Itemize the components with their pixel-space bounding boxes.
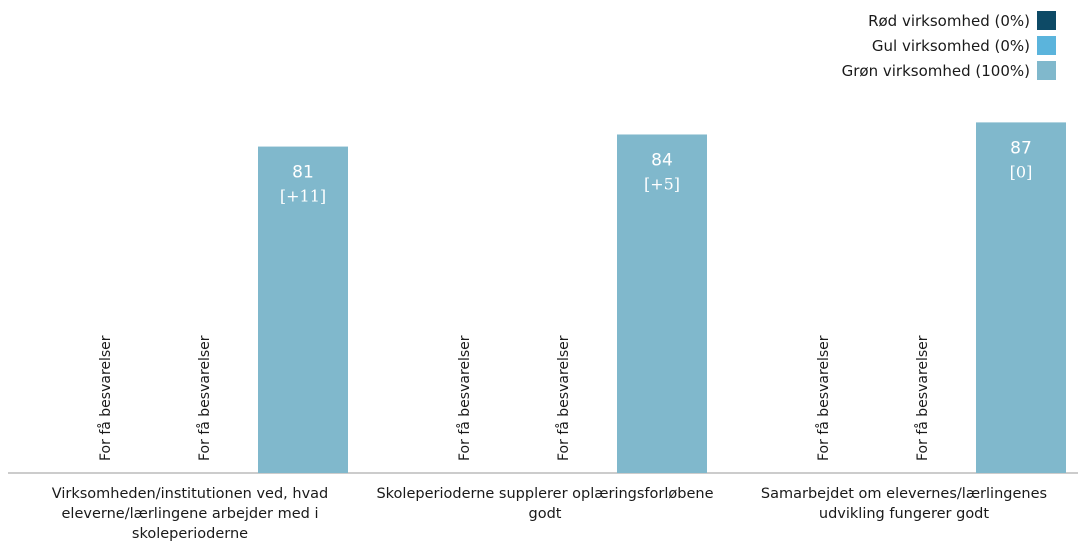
bar	[258, 146, 348, 473]
bar-change-label: [+11]	[280, 187, 326, 206]
bar	[617, 134, 707, 474]
bar	[976, 122, 1066, 473]
no-data-label: For få besvarelser	[914, 335, 931, 461]
no-data-label: For få besvarelser	[815, 335, 832, 461]
category-label: Virksomheden/institutionen ved, hvad ele…	[51, 486, 329, 542]
legend-item: Gul virksomhed (0%)	[842, 33, 1056, 58]
legend-swatch	[1037, 61, 1056, 80]
no-data-label: For få besvarelser	[196, 335, 213, 461]
bar-value-label: 84	[651, 150, 673, 170]
legend-label: Grøn virksomhed (100%)	[841, 61, 1030, 80]
category-label: Samarbejdet om elevernes/lærlingenes udv…	[760, 486, 1048, 522]
legend-swatch	[1037, 36, 1056, 55]
legend: Rød virksomhed (0%) Gul virksomhed (0%) Gr…	[842, 8, 1056, 83]
legend-item: Grøn virksomhed (100%)	[842, 58, 1056, 83]
bar-value-label: 81	[292, 163, 314, 183]
legend-label: Rød virksomhed (0%)	[868, 11, 1030, 30]
category-label: Skoleperioderne supplerer oplæringsforlø…	[376, 486, 714, 522]
no-data-label: For få besvarelser	[97, 335, 114, 461]
bar-value-label: 87	[1010, 138, 1032, 158]
legend-swatch	[1037, 11, 1056, 30]
legend-label: Gul virksomhed (0%)	[871, 36, 1030, 55]
no-data-label: For få besvarelser	[555, 335, 572, 461]
bar-change-label: [0]	[1010, 162, 1033, 181]
legend-item: Rød virksomhed (0%)	[842, 8, 1056, 33]
bar-change-label: [+5]	[644, 174, 680, 193]
no-data-label: For få besvarelser	[456, 335, 473, 461]
